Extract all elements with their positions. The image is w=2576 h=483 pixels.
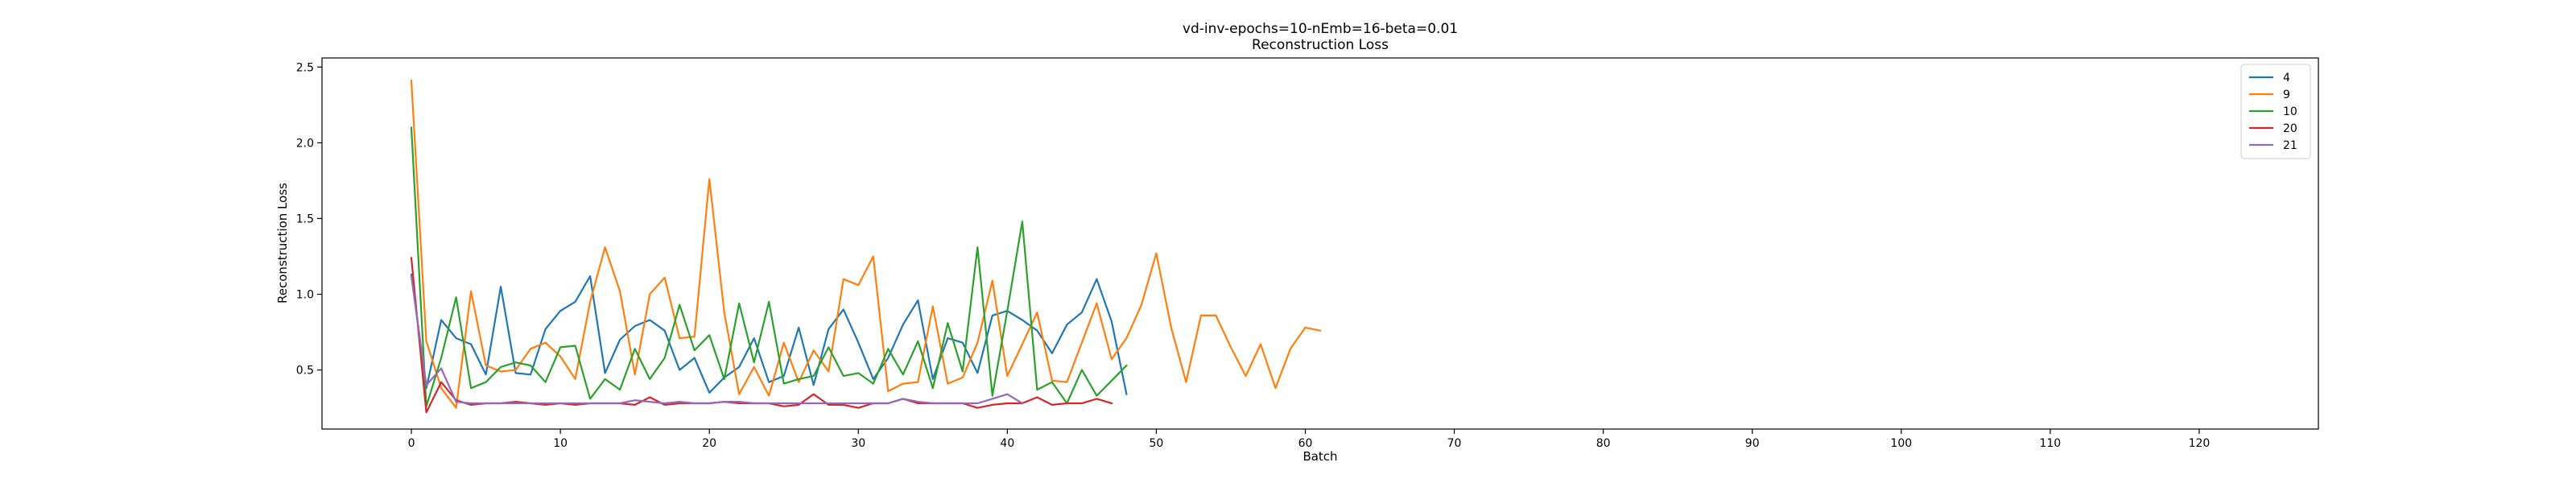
y-axis-label: Reconstruction Loss — [275, 183, 290, 303]
series-line-21 — [410, 275, 1024, 405]
x-tick-label: 0 — [408, 437, 415, 450]
x-tick-label: 10 — [553, 437, 568, 450]
x-tick-label: 60 — [1298, 437, 1313, 450]
legend: 4 9 10 20 21 — [2240, 64, 2311, 159]
legend-label-10: 10 — [2283, 105, 2297, 118]
chart-subtitle: Reconstruction Loss — [1252, 37, 1389, 53]
legend-label-20: 20 — [2283, 122, 2297, 135]
x-tick-label: 20 — [702, 437, 716, 450]
y-tick-label: 1.5 — [296, 213, 314, 225]
x-tick-label: 40 — [1000, 437, 1014, 450]
x-tick-label: 90 — [1745, 437, 1760, 450]
x-axis-label: Batch — [1302, 449, 1337, 464]
chart-title: vd-inv-epochs=10-nEmb=16-beta=0.01 — [1183, 21, 1458, 37]
y-tick-label: 2.5 — [296, 61, 314, 74]
series-line-10 — [410, 126, 1128, 407]
x-tick-label: 70 — [1447, 437, 1462, 450]
legend-box — [2240, 64, 2311, 159]
x-tick-label: 120 — [2189, 437, 2211, 450]
legend-label-4: 4 — [2283, 72, 2290, 85]
legend-label-21: 21 — [2283, 139, 2297, 152]
y-tick-label: 1.0 — [296, 289, 314, 302]
y-tick-label: 0.5 — [296, 365, 314, 378]
x-tick-label: 30 — [851, 437, 865, 450]
x-tick-label: 100 — [1890, 437, 1912, 450]
plot-area: 0 10 20 30 40 50 60 70 80 90 100 110 120 0.5 1.0 1.5 2.0… — [296, 57, 2319, 450]
x-tick-label: 50 — [1150, 437, 1164, 450]
legend-label-9: 9 — [2283, 89, 2290, 101]
x-tick-label: 80 — [1596, 437, 1611, 450]
plot-frame — [321, 57, 2319, 430]
series-line-4 — [410, 273, 1128, 395]
x-tick-label: 110 — [2039, 437, 2061, 450]
series-line-9 — [410, 80, 1322, 409]
y-tick-label: 2.0 — [296, 137, 314, 150]
